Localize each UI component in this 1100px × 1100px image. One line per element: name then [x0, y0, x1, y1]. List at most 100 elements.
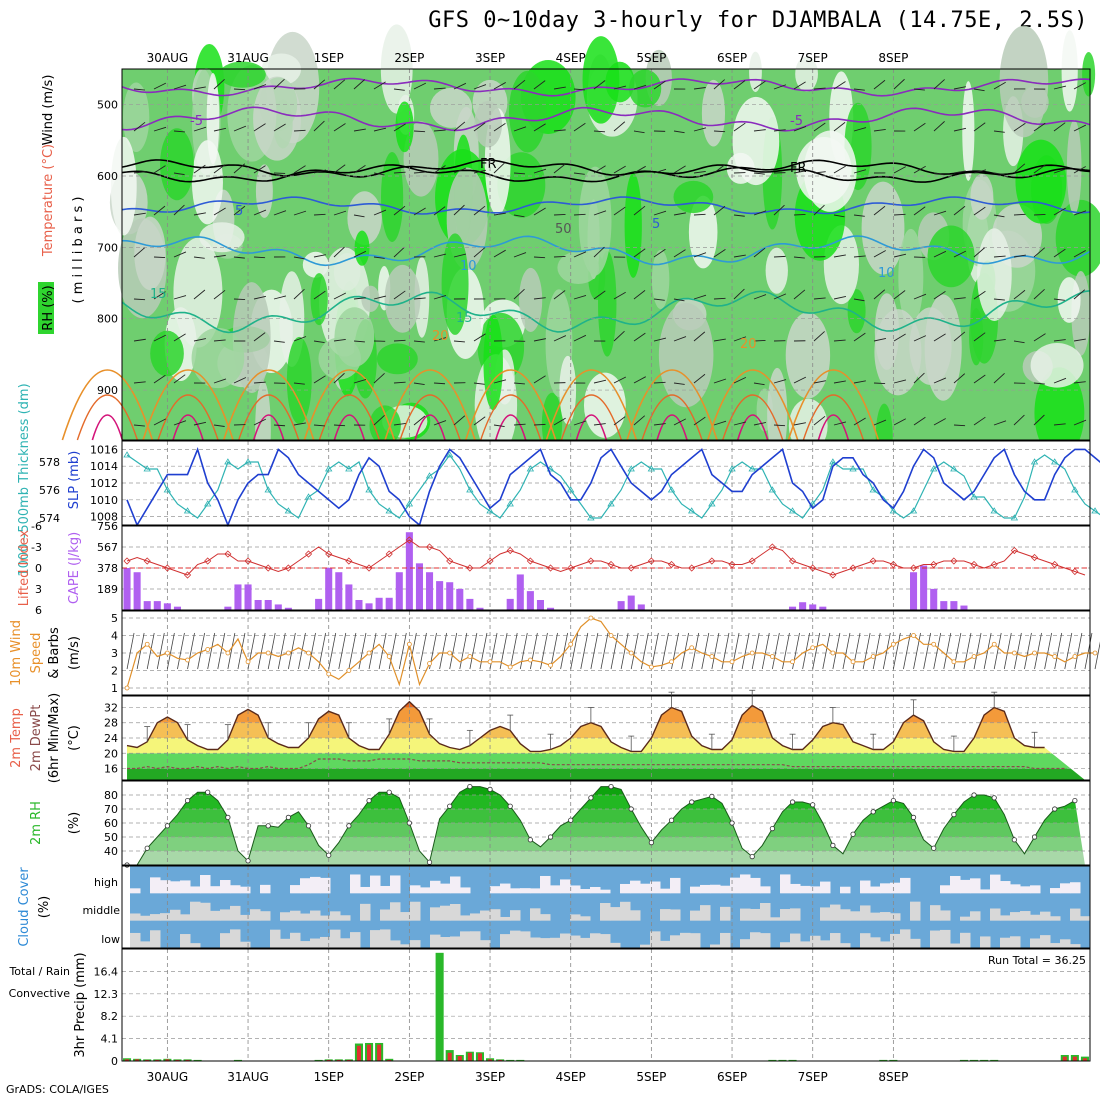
wind-barb: [493, 122, 506, 132]
wind-barb: [733, 376, 747, 384]
wind-barb: [433, 206, 446, 216]
li-marker: [909, 564, 918, 572]
rh-blob: [310, 273, 328, 326]
cloud-cell: [880, 883, 891, 894]
cape-bar: [456, 588, 464, 610]
cloud-cell: [290, 932, 301, 948]
wind-barb: [173, 130, 185, 133]
cloud-cell: [450, 936, 461, 948]
cloud-cell: [760, 933, 771, 948]
cloud-cell: [860, 933, 871, 948]
cloud-cell: [530, 908, 541, 921]
li-marker: [768, 543, 776, 551]
precip-total-label: Total / Rain: [8, 965, 70, 978]
cloud-cell: [570, 935, 581, 948]
cloud-cell: [690, 910, 701, 921]
wind-barb: [173, 295, 187, 300]
cape-bar: [536, 600, 544, 610]
cloud-cell: [500, 916, 511, 921]
cloud-cell: [720, 906, 731, 921]
wind-barb: [267, 632, 276, 670]
temp-contour: [121, 77, 1091, 97]
cape-bar: [940, 601, 948, 610]
wind-barb: [610, 632, 619, 670]
precip-panel: 0 4.1 8.2 12.3 16.4 Run Total = 36.25: [94, 948, 1091, 1068]
wind-barb: [153, 334, 167, 342]
temp-contour-25: [560, 394, 623, 441]
wind-speed-marker: [124, 685, 130, 691]
wind-barb: [493, 379, 507, 384]
wind-barb: [293, 382, 305, 385]
rh-blob: [583, 372, 626, 438]
wind-barb: [833, 165, 846, 174]
date-label-bottom: 5SEP: [636, 1070, 666, 1084]
wind-barb: [153, 291, 166, 300]
cloud-cell: [350, 932, 361, 948]
wind-barb: [1074, 632, 1083, 670]
wind-barb: [613, 376, 627, 384]
wind-barb: [293, 422, 306, 426]
wind-barb: [193, 86, 206, 90]
cloud-cell: [200, 902, 211, 921]
rh-blob: [160, 128, 194, 201]
wind-barb: [328, 632, 337, 670]
precip-conv-bar: [367, 1044, 372, 1061]
panel-frame: [121, 68, 1091, 441]
y-tick-label: 3: [111, 647, 118, 660]
y-tick-label: 4.1: [101, 1033, 119, 1046]
li-marker: [466, 564, 474, 572]
wind-barb: [433, 295, 447, 300]
cape-bar: [365, 603, 373, 610]
cloud-cell: [400, 944, 411, 948]
panel-labels: Wind (m/s)Temperature (°C) ( m i l l i b …: [8, 75, 120, 1058]
rh-blob: [173, 237, 223, 348]
wind-speed-marker: [790, 659, 795, 665]
cloud-cell: [580, 916, 591, 921]
rh-blob: [255, 164, 273, 218]
wind-barb: [1053, 85, 1067, 90]
wind-barb: [473, 122, 486, 132]
wind-barb: [213, 78, 225, 90]
wind-barb: [1064, 632, 1073, 670]
li-marker: [587, 557, 595, 565]
cloud-cover-label: Cloud Cover: [17, 867, 32, 947]
wind-barb: [833, 81, 846, 90]
wind-barb: [513, 423, 526, 426]
wind-barb: [773, 204, 785, 216]
cloud-cell: [790, 908, 801, 921]
wind-barb: [413, 130, 426, 133]
wind-barb: [333, 424, 346, 427]
cloud-cell: [500, 934, 511, 948]
wind-barb: [153, 256, 166, 259]
wind-barb: [533, 207, 546, 216]
rh-blob: [354, 230, 370, 266]
wind-barb: [313, 290, 326, 300]
rh-line: [127, 786, 1076, 866]
cloud-cell: [700, 905, 711, 921]
cloud-cell: [410, 901, 421, 921]
wind-barb: [1073, 210, 1087, 216]
wind-barb: [813, 415, 826, 426]
cloud-cell: [1070, 908, 1081, 921]
rh-blob: [191, 140, 223, 225]
rh-blob: [749, 51, 762, 93]
contour-label: FR: [480, 157, 497, 172]
li-marker: [224, 550, 232, 558]
thickness-marker: [1030, 458, 1039, 465]
wind-barb: [353, 79, 365, 90]
rh-unit-label: (%): [67, 812, 82, 835]
wind-barb: [133, 171, 146, 174]
wind-speed-marker: [1092, 650, 1098, 656]
wind-barb: [580, 632, 589, 670]
wind-barb: [873, 205, 886, 216]
wind-barb: [773, 129, 786, 132]
wind-barb: [1033, 164, 1046, 174]
y-tick-label: 900: [97, 384, 118, 397]
thickness-marker: [264, 486, 272, 493]
date-label-bottom: 4SEP: [556, 1070, 586, 1084]
wind-speed-marker: [890, 641, 896, 647]
rh-blob: [395, 101, 414, 153]
thickness-marker: [526, 465, 535, 472]
wind-speed-marker: [769, 654, 775, 659]
wind-barb: [933, 172, 945, 176]
